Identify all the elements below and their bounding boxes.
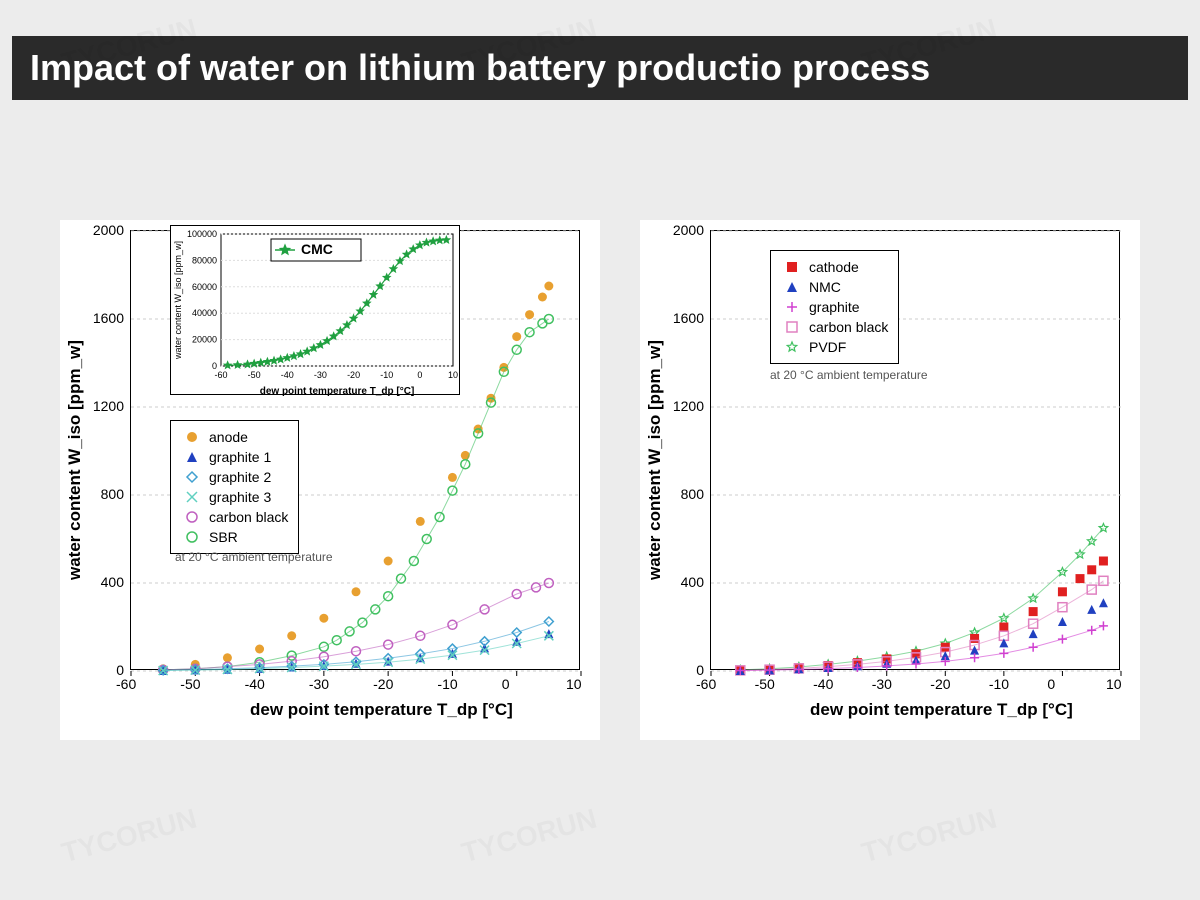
legend-right: cathode NMC graphite carbon black PVDF — [770, 250, 899, 364]
inset-chart: 0 20000 40000 60000 80000 100000 -60 -50 -40 -30 -… — [170, 225, 460, 395]
y-tick: 400 — [654, 574, 704, 590]
y-tick: 1200 — [654, 398, 704, 414]
x-tick: -20 — [373, 676, 393, 692]
note-right: at 20 °C ambient temperature — [770, 368, 928, 382]
svg-text:water content W_iso [ppm_w]: water content W_iso [ppm_w] — [173, 241, 183, 360]
legend-item: graphite 2 — [181, 467, 288, 487]
x-tick: -40 — [813, 676, 833, 692]
y-tick: 800 — [654, 486, 704, 502]
svg-text:0: 0 — [417, 370, 422, 380]
chart-anode: 020000400006000080000100000-60-50-40-30-… — [60, 220, 600, 740]
title-bar: Impact of water on lithium battery produ… — [12, 36, 1188, 100]
x-tick: -40 — [245, 676, 265, 692]
x-tick: 0 — [502, 676, 510, 692]
legend-item: anode — [181, 427, 288, 447]
x-tick: -30 — [309, 676, 329, 692]
x-tick: -50 — [180, 676, 200, 692]
legend-item: carbon black — [781, 317, 888, 337]
legend-item: carbon black — [181, 507, 288, 527]
svg-text:-40: -40 — [281, 370, 294, 380]
legend-label: SBR — [209, 529, 238, 545]
svg-text:60000: 60000 — [192, 282, 217, 292]
legend-item: PVDF — [781, 337, 888, 357]
svg-text:dew point temperature T_dp [°C: dew point temperature T_dp [°C] — [260, 386, 415, 397]
svg-text:80000: 80000 — [192, 255, 217, 265]
svg-text:20000: 20000 — [192, 335, 217, 345]
svg-text:-20: -20 — [347, 370, 360, 380]
y-tick: 400 — [74, 574, 124, 590]
svg-text:CMC: CMC — [301, 241, 333, 257]
note-left: at 20 °C ambient temperature — [175, 550, 333, 564]
legend-label: graphite 1 — [209, 449, 271, 465]
x-tick: -50 — [755, 676, 775, 692]
y-axis-label-left: water content W_iso [ppm_w] — [65, 340, 85, 580]
legend-item: NMC — [781, 277, 888, 297]
svg-text:-50: -50 — [248, 370, 261, 380]
title-text: Impact of water on lithium battery produ… — [30, 47, 930, 89]
watermark: TYCORUN — [458, 803, 600, 870]
inset-svg: 0 20000 40000 60000 80000 100000 -60 -50 -40 -30 -… — [171, 226, 461, 396]
svg-text:100000: 100000 — [187, 229, 217, 239]
x-tick: 0 — [1047, 676, 1055, 692]
svg-text:40000: 40000 — [192, 308, 217, 318]
x-tick: -60 — [696, 676, 716, 692]
svg-text:-30: -30 — [314, 370, 327, 380]
x-tick: -60 — [116, 676, 136, 692]
x-axis-label-left: dew point temperature T_dp [°C] — [250, 700, 513, 720]
legend-item: SBR — [181, 527, 288, 547]
legend-label: graphite 3 — [209, 489, 271, 505]
x-tick: -20 — [930, 676, 950, 692]
legend-item: graphite 1 — [181, 447, 288, 467]
legend-left: anode graphite 1 graphite 2 graphite 3 carbo… — [170, 420, 299, 554]
x-tick: -10 — [989, 676, 1009, 692]
legend-label: NMC — [809, 279, 841, 295]
svg-text:-60: -60 — [214, 370, 227, 380]
legend-label: PVDF — [809, 339, 846, 355]
legend-label: carbon black — [209, 509, 288, 525]
svg-text:10: 10 — [448, 370, 458, 380]
y-tick: 800 — [74, 486, 124, 502]
legend-label: graphite — [809, 299, 860, 315]
legend-item: graphite — [781, 297, 888, 317]
legend-item: cathode — [781, 257, 888, 277]
legend-label: cathode — [809, 259, 859, 275]
x-axis-label-right: dew point temperature T_dp [°C] — [810, 700, 1073, 720]
svg-text:-10: -10 — [380, 370, 393, 380]
chart-cathode: dew point temperature T_dp [°C] water co… — [640, 220, 1140, 740]
x-tick: 10 — [1106, 676, 1122, 692]
y-tick: 2000 — [74, 222, 124, 238]
legend-label: graphite 2 — [209, 469, 271, 485]
y-axis-label-right: water content W_iso [ppm_w] — [645, 340, 665, 580]
legend-item: graphite 3 — [181, 487, 288, 507]
y-tick: 1200 — [74, 398, 124, 414]
x-tick: -30 — [872, 676, 892, 692]
watermark: TYCORUN — [858, 803, 1000, 870]
x-tick: -10 — [437, 676, 457, 692]
y-tick: 1600 — [654, 310, 704, 326]
legend-label: carbon black — [809, 319, 888, 335]
watermark: TYCORUN — [58, 803, 200, 870]
x-tick: 10 — [566, 676, 582, 692]
legend-label: anode — [209, 429, 248, 445]
y-tick: 1600 — [74, 310, 124, 326]
y-tick: 2000 — [654, 222, 704, 238]
